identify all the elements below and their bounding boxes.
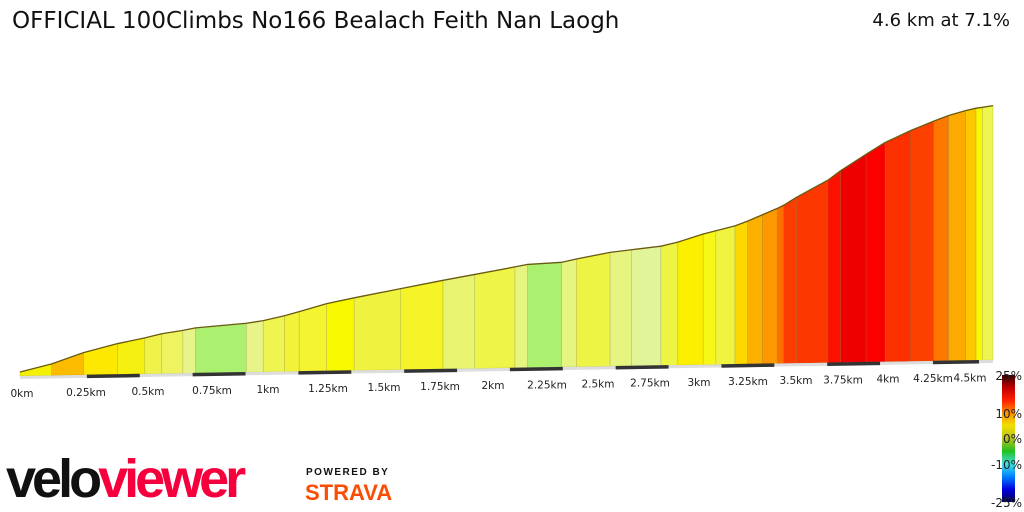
profile-segment	[783, 196, 797, 364]
profile-segment	[762, 207, 778, 365]
profile-segment	[933, 115, 949, 362]
profile-segment	[195, 322, 247, 374]
profile-segment	[326, 297, 355, 372]
profile-segment	[514, 264, 528, 369]
x-tick-label: 0km	[11, 388, 34, 400]
logo-viewer: viewer	[98, 449, 246, 509]
profile-segment	[747, 214, 763, 365]
distance-baseline	[20, 359, 993, 379]
profile-segment	[400, 279, 444, 371]
legend-labels: 25% 10% 0% -10% -25%	[991, 369, 1022, 510]
baseline-quarter-marker	[721, 363, 775, 368]
profile-segment	[298, 303, 328, 372]
profile-segment	[948, 110, 966, 362]
x-tick-label: 3.75km	[823, 374, 863, 386]
profile-segment	[840, 153, 867, 363]
profile-outline	[19, 104, 994, 373]
profile-segment	[965, 107, 977, 361]
x-tick-label: 1km	[257, 384, 280, 396]
baseline-quarter-marker	[827, 361, 881, 366]
baseline-quarter-marker	[615, 365, 669, 370]
profile-segments	[19, 105, 994, 377]
baseline-quarter-marker	[509, 366, 563, 372]
legend-label: -25%	[991, 496, 1022, 510]
profile-segment	[246, 320, 264, 373]
legend-label: 25%	[995, 369, 1022, 383]
x-tick-label: 1.75km	[420, 381, 460, 393]
profile-segment	[182, 327, 196, 374]
profile-segment	[677, 233, 704, 366]
x-tick-label: 4km	[877, 374, 900, 386]
profile-segment	[527, 262, 562, 368]
x-tick-label: 0.75km	[192, 385, 232, 397]
profile-segment	[660, 241, 679, 366]
profile-segment	[910, 120, 935, 362]
legend-color-bar	[1002, 375, 1015, 502]
veloviewer-logo[interactable]: veloviewer	[6, 449, 246, 509]
x-tick-label: 0.5km	[131, 386, 164, 398]
climb-title: OFFICIAL 100Climbs No166 Bealach Feith N…	[12, 8, 620, 34]
profile-segment	[609, 249, 632, 367]
profile-segment	[865, 141, 886, 363]
profile-segment	[144, 333, 163, 375]
profile-segment	[51, 352, 84, 376]
baseline-quarter-marker	[298, 370, 352, 375]
x-tick-label: 4.25km	[913, 373, 953, 385]
x-axis-ticks: 0km 0.25km 0.5km 0.75km 1km 1.25km 1.5km 1.75km…	[11, 372, 987, 400]
x-tick-label: 1.25km	[308, 383, 348, 395]
profile-segment	[284, 311, 300, 372]
x-tick-label: 2.75km	[630, 378, 670, 390]
x-tick-label: 2.25km	[527, 379, 567, 391]
profile-segment	[734, 220, 748, 365]
profile-segment	[161, 330, 184, 374]
legend-label: 0%	[1003, 432, 1022, 446]
profile-segment	[776, 204, 784, 364]
baseline-quarter-marker	[404, 368, 458, 373]
baseline-quarter-marker	[192, 372, 246, 377]
x-tick-label: 3km	[688, 377, 711, 389]
profile-segment	[353, 288, 402, 371]
profile-segment	[576, 252, 611, 368]
x-tick-label: 4.5km	[953, 372, 986, 384]
profile-segment	[442, 274, 476, 370]
baseline-quarter-marker	[86, 373, 140, 379]
legend-label: -10%	[991, 458, 1022, 472]
profile-segment	[827, 170, 842, 364]
x-tick-label: 3.25km	[728, 376, 768, 388]
profile-segment	[474, 266, 516, 369]
x-tick-label: 2.5km	[581, 378, 614, 390]
profile-segment	[884, 130, 911, 363]
x-tick-label: 1.5km	[367, 382, 400, 394]
profile-segment	[262, 315, 285, 373]
profile-segment	[715, 225, 736, 365]
x-tick-label: 0.25km	[66, 387, 106, 399]
powered-by-label: POWERED BY	[306, 467, 390, 478]
strava-logo[interactable]: STRAVA	[305, 480, 393, 505]
legend-label: 10%	[995, 407, 1022, 421]
climb-summary: 4.6 km at 7.1%	[872, 10, 1010, 31]
baseline-quarter-marker	[932, 359, 980, 365]
profile-segment	[795, 179, 829, 364]
profile-segment	[561, 258, 577, 368]
profile-segment	[630, 245, 662, 367]
logo-velo: velo	[6, 449, 102, 509]
profile-segment	[702, 230, 717, 366]
x-tick-label: 2km	[482, 380, 505, 392]
x-tick-label: 3.5km	[779, 375, 812, 387]
profile-segment	[982, 105, 994, 361]
profile-segment	[975, 106, 983, 361]
